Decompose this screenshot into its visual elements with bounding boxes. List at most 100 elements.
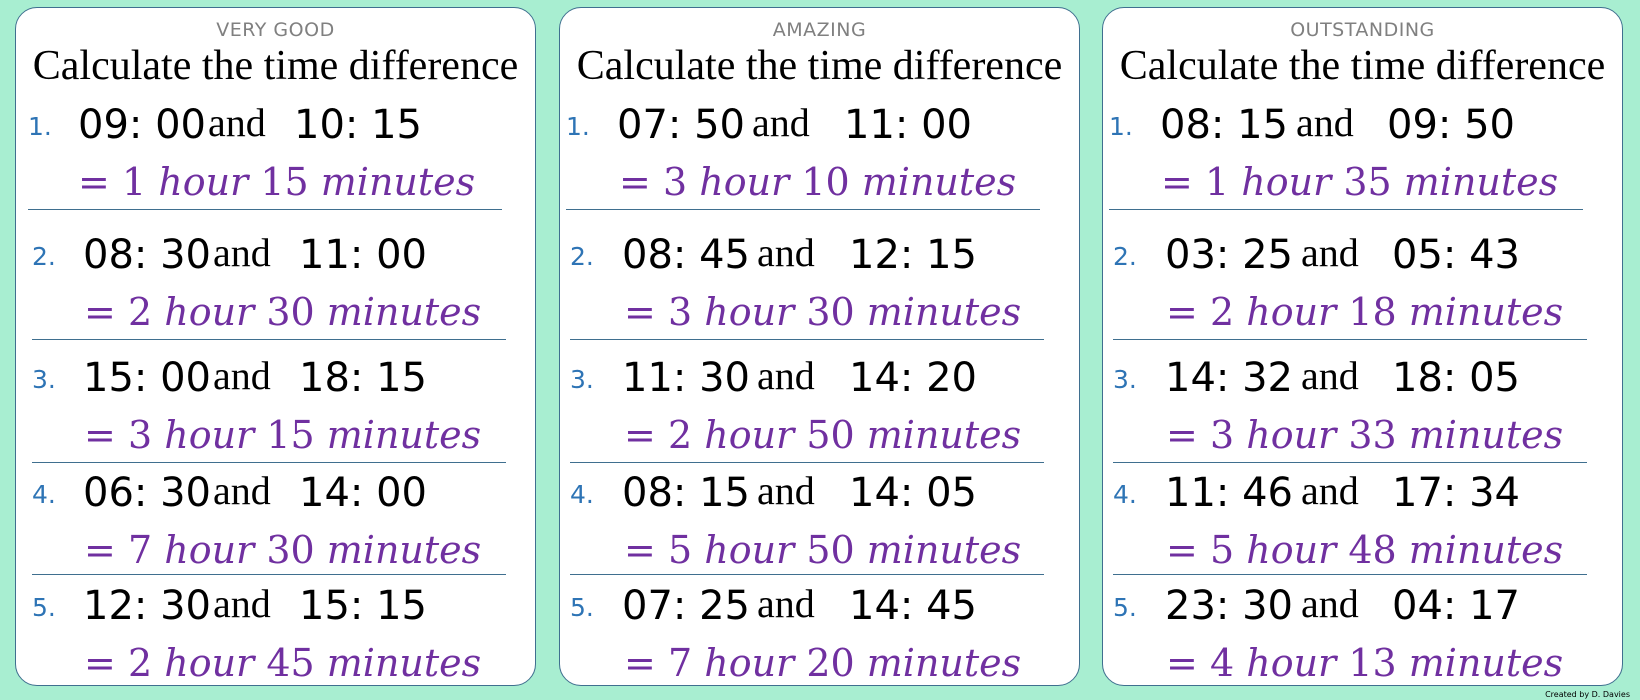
conjunction: and bbox=[757, 353, 815, 398]
end-time: 14: 20 bbox=[849, 355, 977, 401]
conjunction: and bbox=[213, 468, 271, 513]
card-title: Calculate the time difference bbox=[1119, 43, 1606, 89]
question-number: 1. bbox=[1109, 112, 1133, 141]
answer-hours: 4 bbox=[1209, 641, 1235, 685]
worksheet-card-outstanding: OUTSTANDING Calculate the time differenc… bbox=[1102, 7, 1623, 686]
answer-hours: 1 bbox=[121, 160, 147, 204]
start-time: 11: 46 bbox=[1165, 470, 1293, 516]
answer-hour-word: hour bbox=[704, 641, 795, 685]
start-time: 12: 30 bbox=[83, 583, 211, 629]
answer-hours: 7 bbox=[667, 641, 693, 685]
divider-line bbox=[1109, 209, 1583, 210]
card-title: Calculate the time difference bbox=[32, 43, 519, 89]
divider-line bbox=[1113, 462, 1587, 463]
question-number: 5. bbox=[32, 593, 56, 622]
conjunction: and bbox=[213, 353, 271, 398]
answer-hours: 3 bbox=[1209, 413, 1235, 457]
start-time: 08: 30 bbox=[83, 232, 211, 278]
answer-hour-word: hour bbox=[1246, 528, 1337, 572]
credit-text: Created by D. Davies bbox=[1545, 690, 1630, 699]
answer-minutes: 10 bbox=[801, 160, 850, 204]
answer-minute-word: minutes bbox=[320, 160, 476, 204]
start-time: 08: 15 bbox=[1160, 102, 1288, 148]
answer-minutes: 45 bbox=[266, 641, 315, 685]
end-time: 11: 00 bbox=[844, 102, 972, 148]
divider-line bbox=[1113, 339, 1587, 340]
end-time: 14: 00 bbox=[299, 470, 427, 516]
end-time: 09: 50 bbox=[1387, 102, 1515, 148]
answer-hours: 7 bbox=[127, 528, 153, 572]
question-number: 5. bbox=[570, 593, 594, 622]
answer: = 5 hour 50 minutes bbox=[624, 528, 1021, 572]
conjunction: and bbox=[1301, 468, 1359, 513]
equals-sign: = bbox=[1166, 413, 1198, 457]
start-time: 09: 00 bbox=[78, 102, 206, 148]
question-number: 2. bbox=[570, 242, 594, 271]
end-time: 18: 05 bbox=[1392, 355, 1520, 401]
divider-line bbox=[570, 462, 1044, 463]
answer: = 7 hour 30 minutes bbox=[84, 528, 481, 572]
end-time: 15: 15 bbox=[299, 583, 427, 629]
answer-minute-word: minutes bbox=[866, 290, 1022, 334]
equals-sign: = bbox=[624, 641, 656, 685]
conjunction: and bbox=[1301, 353, 1359, 398]
question-number: 4. bbox=[1113, 480, 1137, 509]
worksheet-card-very-good: VERY GOOD Calculate the time difference … bbox=[15, 7, 536, 686]
divider-line bbox=[1113, 574, 1587, 575]
card-level-label: OUTSTANDING bbox=[1290, 19, 1435, 41]
end-time: 18: 15 bbox=[299, 355, 427, 401]
answer-minute-word: minutes bbox=[326, 528, 482, 572]
start-time: 06: 30 bbox=[83, 470, 211, 516]
divider-line bbox=[566, 209, 1040, 210]
question-number: 3. bbox=[1113, 365, 1137, 394]
end-time: 04: 17 bbox=[1392, 583, 1520, 629]
divider-line bbox=[570, 339, 1044, 340]
question-number: 4. bbox=[570, 480, 594, 509]
end-time: 17: 34 bbox=[1392, 470, 1520, 516]
equals-sign: = bbox=[84, 641, 116, 685]
conjunction: and bbox=[752, 100, 810, 145]
answer-minutes: 15 bbox=[266, 413, 315, 457]
start-time: 08: 15 bbox=[622, 470, 750, 516]
equals-sign: = bbox=[619, 160, 651, 204]
divider-line bbox=[32, 462, 506, 463]
answer-minutes: 18 bbox=[1348, 290, 1397, 334]
answer-minutes: 33 bbox=[1348, 413, 1397, 457]
conjunction: and bbox=[213, 230, 271, 275]
answer-minutes: 13 bbox=[1348, 641, 1397, 685]
answer-minutes: 30 bbox=[806, 290, 855, 334]
answer-hour-word: hour bbox=[699, 160, 790, 204]
answer: = 3 hour 33 minutes bbox=[1166, 413, 1563, 457]
question-number: 5. bbox=[1113, 593, 1137, 622]
question-number: 3. bbox=[570, 365, 594, 394]
start-time: 11: 30 bbox=[622, 355, 750, 401]
divider-line bbox=[570, 574, 1044, 575]
conjunction: and bbox=[1301, 581, 1359, 626]
answer-minute-word: minutes bbox=[866, 641, 1022, 685]
answer-minute-word: minutes bbox=[326, 413, 482, 457]
answer-hour-word: hour bbox=[704, 290, 795, 334]
answer-hours: 2 bbox=[127, 641, 153, 685]
start-time: 23: 30 bbox=[1165, 583, 1293, 629]
conjunction: and bbox=[1301, 230, 1359, 275]
answer-hour-word: hour bbox=[1246, 641, 1337, 685]
answer-hour-word: hour bbox=[1246, 290, 1337, 334]
answer-hours: 5 bbox=[667, 528, 693, 572]
start-time: 07: 50 bbox=[617, 102, 745, 148]
divider-line bbox=[32, 339, 506, 340]
answer-minutes: 15 bbox=[260, 160, 309, 204]
answer-minutes: 50 bbox=[806, 528, 855, 572]
answer-hour-word: hour bbox=[164, 290, 255, 334]
answer-hour-word: hour bbox=[704, 528, 795, 572]
answer-hour-word: hour bbox=[164, 413, 255, 457]
answer-minute-word: minutes bbox=[326, 290, 482, 334]
answer: = 3 hour 15 minutes bbox=[84, 413, 481, 457]
answer: = 7 hour 20 minutes bbox=[624, 641, 1021, 685]
answer-minute-word: minutes bbox=[866, 413, 1022, 457]
question-number: 2. bbox=[1113, 242, 1137, 271]
answer-hours: 3 bbox=[127, 413, 153, 457]
equals-sign: = bbox=[1161, 160, 1193, 204]
conjunction: and bbox=[757, 468, 815, 513]
answer-hour-word: hour bbox=[164, 528, 255, 572]
answer-minutes: 20 bbox=[806, 641, 855, 685]
